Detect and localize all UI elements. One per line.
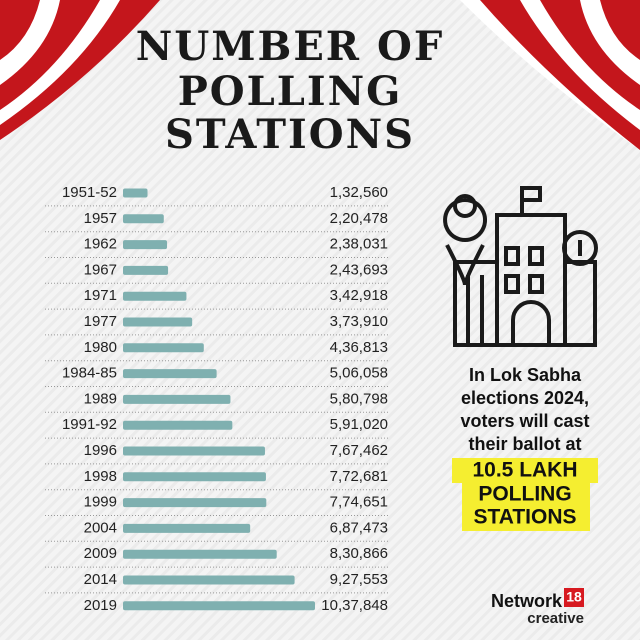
bar xyxy=(123,291,187,301)
category-label: 1984-85 xyxy=(62,365,117,382)
category-label: 1999 xyxy=(84,494,117,511)
category-label: 2009 xyxy=(84,545,117,562)
bar xyxy=(123,188,148,198)
value-label: 2,20,478 xyxy=(330,210,388,227)
value-label: 5,91,020 xyxy=(330,416,388,433)
bar xyxy=(123,265,169,275)
category-label: 1989 xyxy=(84,390,117,407)
category-label: 1951-52 xyxy=(62,184,117,201)
bar xyxy=(123,394,231,404)
building-icon xyxy=(443,186,598,347)
curtain-left xyxy=(0,0,160,140)
bar xyxy=(123,240,168,250)
bar xyxy=(123,549,277,559)
value-label: 5,06,058 xyxy=(330,365,388,382)
highlight-box xyxy=(452,458,598,531)
value-label: 7,67,462 xyxy=(330,442,388,459)
value-label: 7,72,681 xyxy=(330,468,388,485)
value-label: 7,74,651 xyxy=(330,494,388,511)
value-label: 2,38,031 xyxy=(330,236,388,253)
value-label: 10,37,848 xyxy=(321,597,388,614)
annotation-line: In Lok Sabha xyxy=(469,365,582,385)
category-label: 1996 xyxy=(84,442,117,459)
category-label: 1998 xyxy=(84,468,117,485)
bar xyxy=(123,369,217,379)
logo-badge xyxy=(564,588,584,607)
value-label: 1,32,560 xyxy=(330,184,388,201)
value-label: 2,43,693 xyxy=(330,261,388,278)
bar xyxy=(123,601,315,611)
value-label: 6,87,473 xyxy=(330,519,388,536)
bar xyxy=(123,472,266,482)
bar xyxy=(123,317,193,327)
highlight-line: 10.5 LAKH xyxy=(472,459,577,482)
value-label: 5,80,798 xyxy=(330,390,388,407)
category-label: 1957 xyxy=(84,210,117,227)
value-label: 3,73,910 xyxy=(330,313,388,330)
bar xyxy=(123,498,267,508)
logo-name: Network xyxy=(491,591,563,611)
bar xyxy=(123,343,204,353)
value-label: 4,36,813 xyxy=(330,339,388,356)
value-label: 8,30,866 xyxy=(330,545,388,562)
category-label: 2004 xyxy=(84,519,117,536)
curtain-right xyxy=(460,0,640,150)
category-label: 1977 xyxy=(84,313,117,330)
bar xyxy=(123,523,251,533)
category-label: 1971 xyxy=(84,287,117,304)
chart-title: POLLING xyxy=(178,68,403,115)
category-label: 2014 xyxy=(84,571,117,588)
bar xyxy=(123,214,164,224)
category-label: 1980 xyxy=(84,339,117,356)
bar xyxy=(123,446,265,456)
annotation-line: elections 2024, xyxy=(461,388,589,408)
category-label: 1962 xyxy=(84,236,117,253)
bar xyxy=(123,420,233,430)
category-label: 1991-92 xyxy=(62,416,117,433)
highlight-line: STATIONS xyxy=(473,506,576,529)
category-label: 1967 xyxy=(84,261,117,278)
value-label: 9,27,553 xyxy=(330,571,388,588)
category-label: 2019 xyxy=(84,597,117,614)
highlight-line: POLLING xyxy=(478,483,571,506)
chart-title: NUMBER OF xyxy=(136,23,444,70)
bar xyxy=(123,575,295,585)
chart-title: STATIONS xyxy=(165,111,415,158)
annotation-line: their ballot at xyxy=(468,434,581,454)
value-label: 3,42,918 xyxy=(330,287,388,304)
annotation-line: voters will cast xyxy=(460,411,589,431)
logo-sub: creative xyxy=(527,610,584,627)
logo-number: 18 xyxy=(566,589,582,605)
